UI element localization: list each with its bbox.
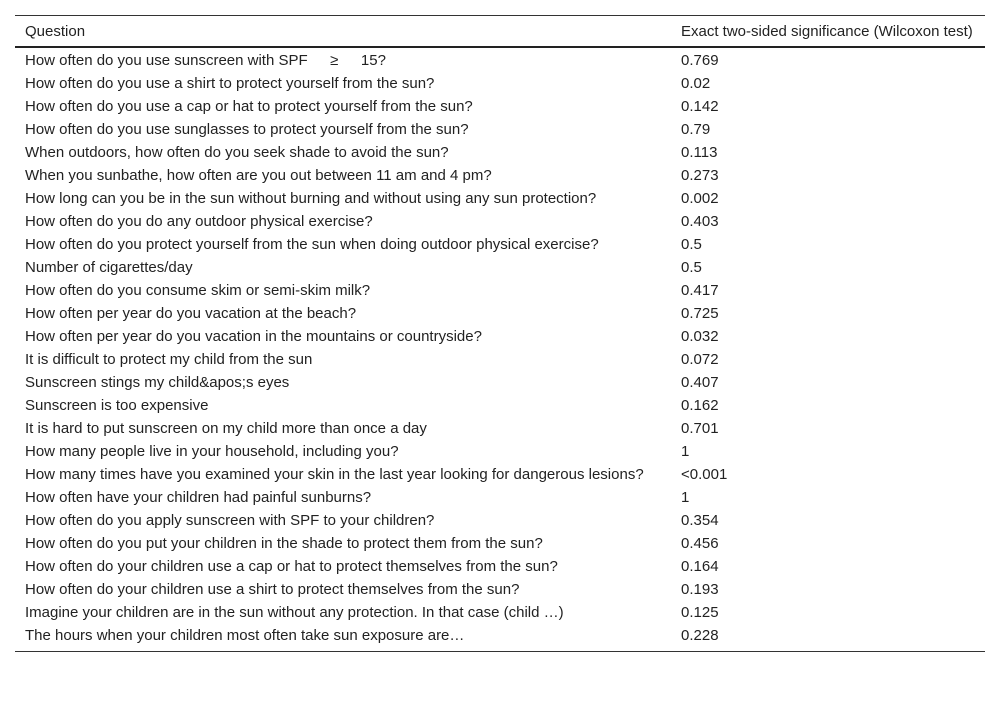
question-cell: How often do your children use a shirt t… — [25, 581, 520, 598]
table-row: The hours when your children most often … — [15, 624, 985, 652]
significance-cell: 0.403 — [681, 213, 719, 230]
table-row: Sunscreen stings my child&apos;s eyes 0.4… — [15, 371, 985, 394]
significance-cell: 0.79 — [681, 121, 711, 138]
significance-cell: 0.162 — [681, 397, 719, 414]
table-row: How often do your children use a cap or … — [15, 555, 985, 578]
table-row: It is difficult to protect my child from… — [15, 348, 985, 371]
table-row: How often do your children use a shirt t… — [15, 578, 985, 601]
table-row: How often do you use a cap or hat to pro… — [15, 95, 985, 118]
significance-cell: 0.407 — [681, 374, 719, 391]
table-row: How often do you consume skim or semi-sk… — [15, 279, 985, 302]
question-cell: Number of cigarettes/day — [25, 259, 193, 276]
significance-cell: 0.725 — [681, 305, 719, 322]
table-row: How often do you use a shirt to protect … — [15, 72, 985, 95]
table-row: How often do you use sunscreen with SPF … — [15, 47, 985, 72]
significance-cell: 1 — [681, 489, 690, 506]
table-row: How many people live in your household, … — [15, 440, 985, 463]
significance-cell: 0.5 — [681, 236, 702, 253]
header-cell: Exact two-sided significance (Wilcoxon t… — [681, 23, 973, 40]
question-cell: How many people live in your household, … — [25, 443, 399, 460]
table-row: How often do you use sunglasses to prote… — [15, 118, 985, 141]
significance-cell: 0.769 — [681, 52, 719, 69]
question-cell: How often per year do you vacation in th… — [25, 328, 482, 345]
question-cell: It is difficult to protect my child from… — [25, 351, 313, 368]
table-row: How often per year do you vacation at th… — [15, 302, 985, 325]
question-cell: How often do you do any outdoor physical… — [25, 213, 373, 230]
results-table: Question Exact two-sided significance (W… — [15, 15, 985, 652]
table-row: When you sunbathe, how often are you out… — [15, 164, 985, 187]
question-cell: How often do you use a cap or hat to pro… — [25, 98, 473, 115]
question-cell: The hours when your children most often … — [25, 627, 465, 644]
significance-cell: 0.072 — [681, 351, 719, 368]
table-row: Number of cigarettes/day 0.5 — [15, 256, 985, 279]
table-row: How often do you protect yourself from t… — [15, 233, 985, 256]
question-cell: Sunscreen stings my child&apos;s eyes — [25, 374, 290, 391]
significance-cell: 0.5 — [681, 259, 702, 276]
question-cell: How often do you put your children in th… — [25, 535, 543, 552]
question-cell: How often do you use sunglasses to prote… — [25, 121, 469, 138]
significance-cell: 0.193 — [681, 581, 719, 598]
question-cell: It is hard to put sunscreen on my child … — [25, 420, 427, 437]
significance-cell: 0.456 — [681, 535, 719, 552]
significance-cell: 0.354 — [681, 512, 719, 529]
table-row: Imagine your children are in the sun wit… — [15, 601, 985, 624]
table-row: How often per year do you vacation in th… — [15, 325, 985, 348]
significance-cell: <0.001 — [681, 466, 728, 483]
significance-cell: 0.125 — [681, 604, 719, 621]
question-cell: How often do you use a shirt to protect … — [25, 75, 435, 92]
question-cell: Imagine your children are in the sun wit… — [25, 604, 564, 621]
question-cell: How often per year do you vacation at th… — [25, 305, 357, 322]
header-row: Question Exact two-sided significance (W… — [15, 15, 985, 47]
table-header: Question Exact two-sided significance (W… — [15, 15, 985, 47]
significance-cell: 0.228 — [681, 627, 719, 644]
table-row: How often do you put your children in th… — [15, 532, 985, 555]
table-row: When outdoors, how often do you seek sha… — [15, 141, 985, 164]
question-cell: How often do your children use a cap or … — [25, 558, 558, 575]
question-cell: How often do you consume skim or semi-sk… — [25, 282, 371, 299]
question-cell: How often do you use sunscreen with SPF … — [25, 52, 386, 69]
table-row: It is hard to put sunscreen on my child … — [15, 417, 985, 440]
question-cell: When outdoors, how often do you seek sha… — [25, 144, 449, 161]
significance-cell: 0.142 — [681, 98, 719, 115]
table-row: How many times have you examined your sk… — [15, 463, 985, 486]
question-cell: How often do you apply sunscreen with SP… — [25, 512, 435, 529]
question-cell: How many times have you examined your sk… — [25, 466, 644, 483]
significance-cell: 0.273 — [681, 167, 719, 184]
question-cell: How often have your children had painful… — [25, 489, 372, 506]
significance-cell: 0.701 — [681, 420, 719, 437]
table-row: How often do you apply sunscreen with SP… — [15, 509, 985, 532]
significance-cell: 0.417 — [681, 282, 719, 299]
significance-cell: 1 — [681, 443, 690, 460]
table-body: How often do you use sunscreen with SPF … — [15, 47, 985, 652]
table-row: Sunscreen is too expensive 0.162 — [15, 394, 985, 417]
significance-cell: 0.002 — [681, 190, 719, 207]
significance-cell: 0.164 — [681, 558, 719, 575]
header-cell: Question — [25, 23, 86, 40]
question-cell: Sunscreen is too expensive — [25, 397, 209, 414]
significance-cell: 0.032 — [681, 328, 719, 345]
significance-cell: 0.113 — [681, 144, 718, 161]
question-cell: How long can you be in the sun without b… — [25, 190, 597, 207]
table-row: How often have your children had painful… — [15, 486, 985, 509]
significance-cell: 0.02 — [681, 75, 711, 92]
question-cell: How often do you protect yourself from t… — [25, 236, 599, 253]
table-row: How long can you be in the sun without b… — [15, 187, 985, 210]
table-row: How often do you do any outdoor physical… — [15, 210, 985, 233]
question-cell: When you sunbathe, how often are you out… — [25, 167, 492, 184]
